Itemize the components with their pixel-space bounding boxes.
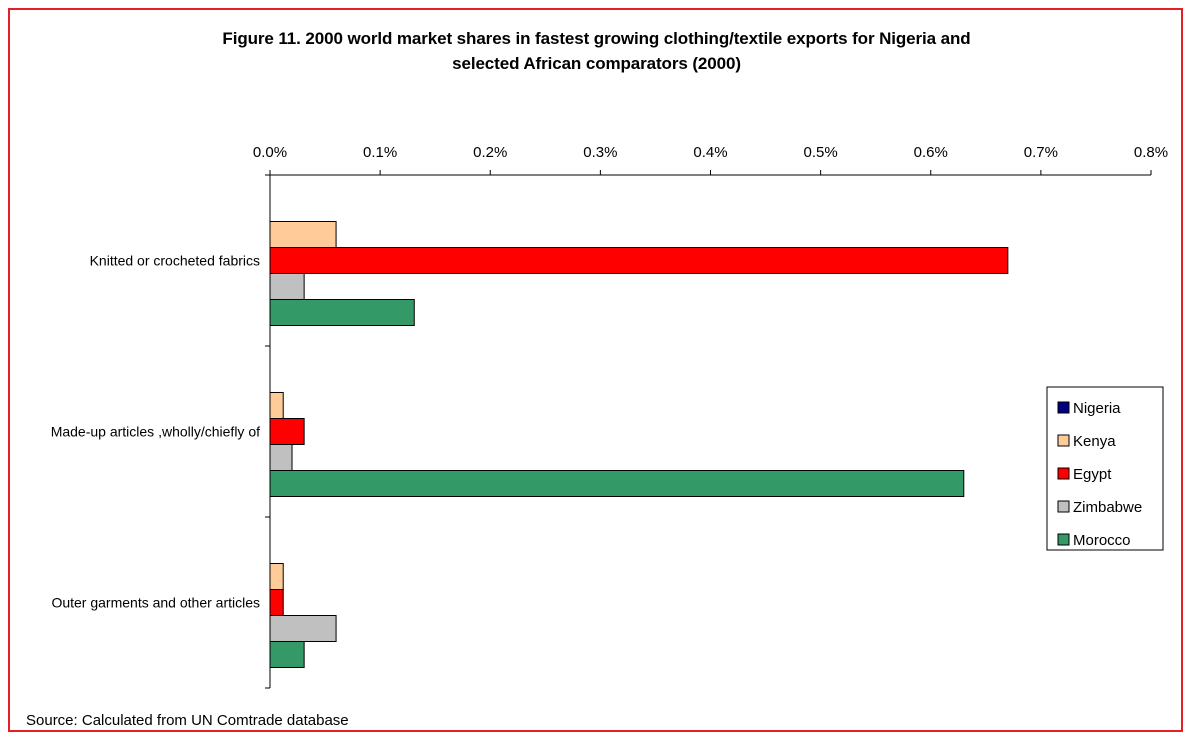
bar-kenya: [269, 563, 284, 590]
x-tick-label: 0.5%: [804, 144, 838, 161]
bar-zimbabwe: [269, 273, 305, 300]
bar-egypt: [269, 589, 284, 616]
chart-title-line-1: Figure 11. 2000 world market shares in f…: [222, 29, 971, 48]
legend-swatch-egypt: [1057, 467, 1070, 480]
bar-kenya: [269, 392, 284, 419]
legend-swatch-zimbabwe: [1057, 500, 1070, 513]
bar-zimbabwe: [269, 444, 293, 471]
chart-title: Figure 11. 2000 world market shares in f…: [0, 26, 1193, 76]
x-tick-label: 0.7%: [1024, 144, 1058, 161]
x-tick-label: 0.1%: [363, 144, 397, 161]
legend-label-egypt: Egypt: [1073, 466, 1112, 483]
legend-label-zimbabwe: Zimbabwe: [1073, 499, 1142, 516]
bar-egypt: [269, 418, 305, 445]
legend-label-morocco: Morocco: [1073, 532, 1131, 549]
source-note: Source: Calculated from UN Comtrade data…: [26, 712, 349, 729]
bar-egypt: [269, 247, 1009, 274]
legend-swatch-morocco: [1057, 533, 1070, 546]
category-label: Outer garments and other articles: [51, 595, 260, 611]
x-tick-label: 0.8%: [1134, 144, 1168, 161]
x-tick-label: 0.4%: [693, 144, 727, 161]
chart-frame: [8, 8, 1183, 732]
legend-label-nigeria: Nigeria: [1073, 400, 1121, 417]
category-label: Made-up articles ,wholly/chiefly of: [51, 424, 260, 440]
bar-kenya: [269, 221, 337, 248]
bar-morocco: [269, 470, 965, 497]
legend-label-kenya: Kenya: [1073, 433, 1116, 450]
bar-morocco: [269, 641, 305, 668]
category-label: Knitted or crocheted fabrics: [90, 253, 260, 269]
legend-swatch-kenya: [1057, 434, 1070, 447]
x-tick-label: 0.2%: [473, 144, 507, 161]
bar-morocco: [269, 299, 415, 326]
x-tick-label: 0.0%: [253, 144, 287, 161]
legend-swatch-nigeria: [1057, 401, 1070, 414]
chart-title-line-2: selected African comparators (2000): [452, 54, 741, 73]
bar-zimbabwe: [269, 615, 337, 642]
x-tick-label: 0.6%: [914, 144, 948, 161]
x-tick-label: 0.3%: [583, 144, 617, 161]
